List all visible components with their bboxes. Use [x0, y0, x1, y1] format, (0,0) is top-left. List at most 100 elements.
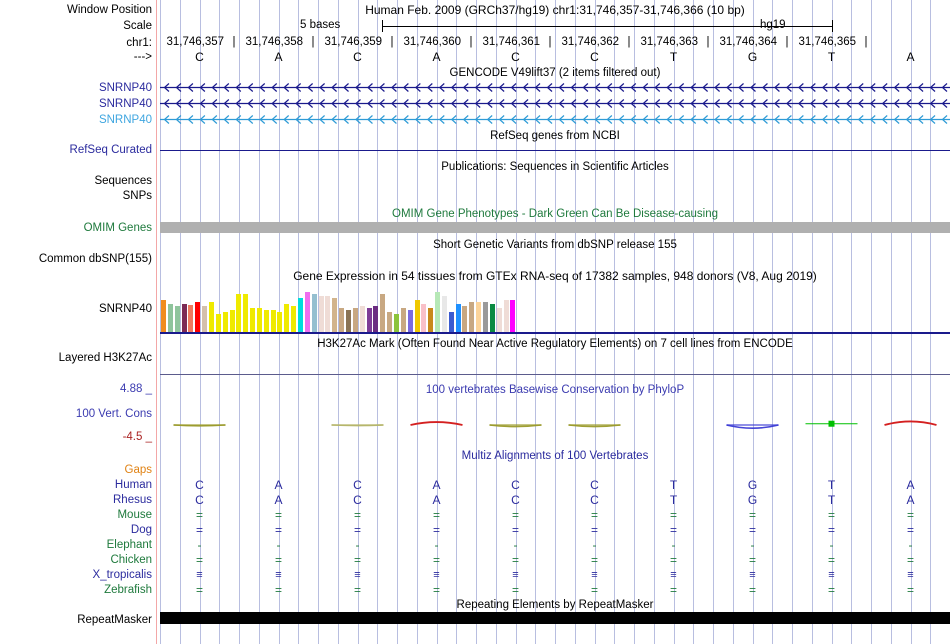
gencode-row-label-1[interactable]: SNRNP40: [98, 82, 152, 94]
multiz-cell: =: [669, 508, 677, 522]
gtex-bar: [483, 302, 488, 332]
gtex-bar: [271, 310, 276, 332]
gtex-bar: [401, 308, 406, 332]
gtex-bar: [298, 298, 303, 332]
gtex-gene-label[interactable]: SNRNP40: [98, 303, 152, 315]
repeatmasker-feature-bar[interactable]: [160, 612, 950, 624]
window-position-label: Window Position: [66, 4, 152, 16]
conservation-phylop-plot[interactable]: [160, 403, 950, 443]
gtex-bar: [346, 310, 351, 332]
multiz-cell: =: [590, 553, 598, 567]
multiz-row: [160, 464, 950, 477]
gtex-bar: [415, 300, 420, 332]
gencode-intron-row-1[interactable]: [160, 82, 950, 93]
multiz-cell: A: [274, 478, 283, 492]
multiz-cell: =: [511, 523, 519, 537]
multiz-cell: ≡: [591, 569, 598, 581]
gtex-bar: [476, 302, 481, 332]
ruler-tick: |: [706, 36, 710, 48]
ruler-position-number: 31,746,362: [561, 36, 620, 48]
publications-track-title: Publications: Sequences in Scientific Ar…: [441, 161, 669, 173]
gencode-row-label-3[interactable]: SNRNP40: [98, 114, 152, 126]
gencode-row-label-2[interactable]: SNRNP40: [98, 98, 152, 110]
multiz-species-label-mouse[interactable]: Mouse: [117, 509, 152, 521]
ruler-position-number: 31,746,365: [798, 36, 857, 48]
multiz-cell: A: [906, 478, 915, 492]
multiz-cell: A: [432, 478, 441, 492]
conservation-top-border: [160, 374, 950, 375]
multiz-species-label-human[interactable]: Human: [114, 479, 152, 491]
multiz-cell: =: [748, 508, 756, 522]
multiz-species-label-elephant[interactable]: Elephant: [106, 539, 152, 551]
gtex-expression-barchart[interactable]: [160, 288, 950, 332]
repeatmasker-label[interactable]: RepeatMasker: [77, 614, 152, 626]
multiz-species-label-rhesus[interactable]: Rhesus: [113, 494, 152, 506]
ruler-position-number: 31,746,361: [482, 36, 541, 48]
omim-track-title: OMIM Gene Phenotypes - Dark Green Can Be…: [392, 208, 718, 220]
publications-snps-label[interactable]: SNPs: [122, 190, 152, 202]
common-dbsnp-label[interactable]: Common dbSNP(155): [38, 253, 152, 265]
ruler-tick: |: [785, 36, 789, 48]
omim-gene-feature-bar[interactable]: [160, 222, 950, 233]
ruler-position-number: 31,746,359: [324, 36, 383, 48]
multiz-cell: =: [906, 583, 914, 597]
gtex-bar: [421, 304, 426, 332]
gencode-intron-row-3[interactable]: [160, 114, 950, 125]
multiz-cell: -: [197, 538, 202, 552]
refseq-gene-line[interactable]: [160, 150, 950, 151]
scale-bar-line: [382, 26, 832, 27]
conservation-track-label[interactable]: 100 Vert. Cons: [75, 408, 152, 420]
gtex-bar: [408, 310, 413, 332]
multiz-cell: -: [829, 538, 834, 552]
omim-genes-label[interactable]: OMIM Genes: [83, 222, 152, 234]
multiz-cell: =: [669, 523, 677, 537]
multiz-cell: C: [195, 493, 204, 507]
ruler-position-number: 31,746,364: [719, 36, 778, 48]
ruler-tick: |: [864, 36, 868, 48]
multiz-species-label-dog[interactable]: Dog: [130, 524, 152, 536]
multiz-cell: C: [590, 493, 599, 507]
reference-base: A: [274, 50, 283, 64]
gencode-track-title: GENCODE V49lift37 (2 items filtered out): [449, 67, 661, 79]
multiz-cell: =: [906, 508, 914, 522]
gtex-bar: [387, 312, 392, 332]
gtex-baseline: [160, 332, 950, 334]
gtex-bar: [291, 306, 296, 332]
multiz-cell: =: [748, 583, 756, 597]
gtex-bar: [243, 294, 248, 332]
chromosome-label: chr1:: [126, 37, 152, 49]
conservation-max-value: 4.88 _: [120, 383, 152, 395]
ruler-tick: |: [469, 36, 473, 48]
multiz-cell: C: [195, 478, 204, 492]
ruler-tick: |: [548, 36, 552, 48]
gtex-bar: [339, 308, 344, 332]
multiz-cell: =: [590, 583, 598, 597]
multiz-cell: ≡: [275, 569, 282, 581]
gtex-bar: [490, 304, 495, 332]
refseq-curated-label[interactable]: RefSeq Curated: [69, 144, 152, 156]
multiz-cell: =: [669, 583, 677, 597]
multiz-species-label-zebrafish[interactable]: Zebrafish: [104, 584, 152, 596]
gtex-bar: [175, 306, 180, 332]
multiz-cell: =: [511, 583, 519, 597]
gtex-bar: [504, 300, 509, 332]
multiz-cell: T: [827, 478, 836, 492]
multiz-cell: =: [906, 553, 914, 567]
multiz-species-label-x-tropicalis[interactable]: X_tropicalis: [92, 569, 152, 581]
multiz-row: = = = = = = = = = =: [160, 554, 950, 567]
gtex-bar: [195, 302, 200, 332]
multiz-cell: -: [276, 538, 281, 552]
gtex-bar: [456, 304, 461, 332]
multiz-species-label-gaps[interactable]: Gaps: [124, 464, 153, 476]
gtex-bar: [449, 312, 454, 332]
layered-h3k27ac-label[interactable]: Layered H3K27Ac: [58, 352, 152, 364]
multiz-cell: C: [511, 478, 520, 492]
publications-sequences-label[interactable]: Sequences: [94, 175, 152, 187]
multiz-cell: =: [274, 583, 282, 597]
gtex-track-title: Gene Expression in 54 tissues from GTEx …: [293, 269, 817, 283]
reference-base: T: [669, 50, 678, 64]
gencode-intron-row-2[interactable]: [160, 98, 950, 109]
multiz-cell: ≡: [828, 569, 835, 581]
multiz-species-label-chicken[interactable]: Chicken: [110, 554, 152, 566]
